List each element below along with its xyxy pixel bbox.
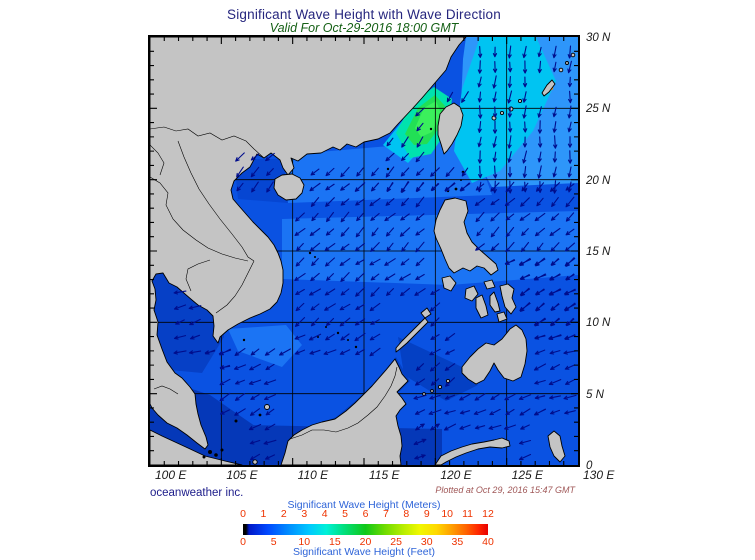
land-negros [475,294,489,319]
colorbar-title-meters: Significant Wave Height (Meters) [287,499,441,511]
lon-tick-label: 120 E [440,468,472,482]
colorbar-meters-tick: 1 [260,508,267,520]
valid-time-subtitle: Valid For Oct-29-2016 18:00 GMT [269,21,459,35]
island-ryukyu [517,98,523,104]
colorbar-feet-tick: 15 [329,536,341,548]
lat-tick-label: 30 N [586,32,611,44]
lat-tick-label: 10 N [586,317,611,330]
land-sulawesi [434,437,511,466]
island-sulu [430,389,434,393]
colorbar-meters-tick: 4 [321,508,328,520]
island-bangka [252,459,258,465]
colorbar-feet-tick: 40 [482,536,494,548]
lat-tick-label: 5 N [586,388,604,401]
land-hainan [273,173,305,201]
land-calamian [420,307,432,319]
land-panay [464,285,479,302]
lon-tick-label: 115 E [369,468,400,482]
island-ryukyu [565,61,569,65]
map-plot-area [148,35,580,467]
land-halmahera [547,430,566,463]
lon-tick-label: 100 E [155,468,187,482]
land-palawan [395,317,429,353]
colorbar-feet-tick: 20 [359,536,372,548]
land-mindoro [441,275,457,292]
colorbar-meters-tick: 10 [441,508,453,520]
lon-tick-label: 130 E [583,468,615,482]
land-china-indochina [149,36,467,450]
wave-height-colorbar [243,524,488,535]
lat-tick-label: 20 N [586,174,611,187]
frame-minor-ticks [150,37,578,465]
wave-direction-arrows [173,45,577,461]
colorbar-title-feet: Significant Wave Height (Feet) [292,546,435,558]
colorbar-meters-tick: 6 [362,508,369,520]
lat-tick-label: 25 N [586,103,611,116]
colorbar-meters-tick: 7 [382,508,389,520]
lon-tick-label: 125 E [511,468,544,482]
colorbar-meters-tick: 3 [301,508,308,520]
land-bohol [496,311,508,323]
land-borneo [280,358,409,466]
plotted-timestamp: Plotted at Oct 29, 2016 15:47 GMT [435,485,575,495]
land-mindanao [461,324,528,385]
island-sulu [422,392,426,396]
lat-tick-label: 0 [586,460,593,472]
island-ryukyu [499,110,505,116]
lon-tick-label: 105 E [226,468,258,482]
land-cebu [489,291,501,313]
colorbar-feet-tick: 5 [270,536,277,548]
colorbar-meters-tick: 9 [423,508,430,520]
colorbar-feet-tick: 10 [298,536,311,548]
island-sulu [445,378,451,384]
land-masbate [483,279,496,290]
island-natuna [264,404,270,410]
small-islets [202,127,465,459]
lon-tick-label: 110 E [297,468,329,482]
colorbar-feet-tick: 0 [240,536,246,548]
page-title: Significant Wave Height with Wave Direct… [227,7,501,22]
colorbar-feet-tick: 30 [420,536,433,548]
wave-map [149,36,578,466]
land-masses [149,36,576,466]
colorbar-meters-tick: 8 [403,508,410,520]
colorbar-meters-tick: 0 [240,508,246,520]
lat-tick-label: 15 N [586,246,611,258]
colorbar-feet-tick: 25 [390,536,402,548]
colorbar-meters-tick: 12 [482,508,494,520]
oceanweather-credit: oceanweather inc. [150,487,244,499]
colorbar-meters-tick: 11 [462,508,474,520]
land-taiwan [437,102,464,155]
land-samar-leyte [499,283,517,315]
colorbar-meters-tick: 2 [280,508,287,520]
island-ryukyu [558,67,564,73]
land-okinawa [541,79,556,97]
colorbar-feet-tick: 35 [451,536,464,548]
island-sulu [437,384,443,390]
colorbar-meters-tick: 5 [342,508,348,520]
land-luzon [433,197,499,276]
country-borders [149,126,398,440]
